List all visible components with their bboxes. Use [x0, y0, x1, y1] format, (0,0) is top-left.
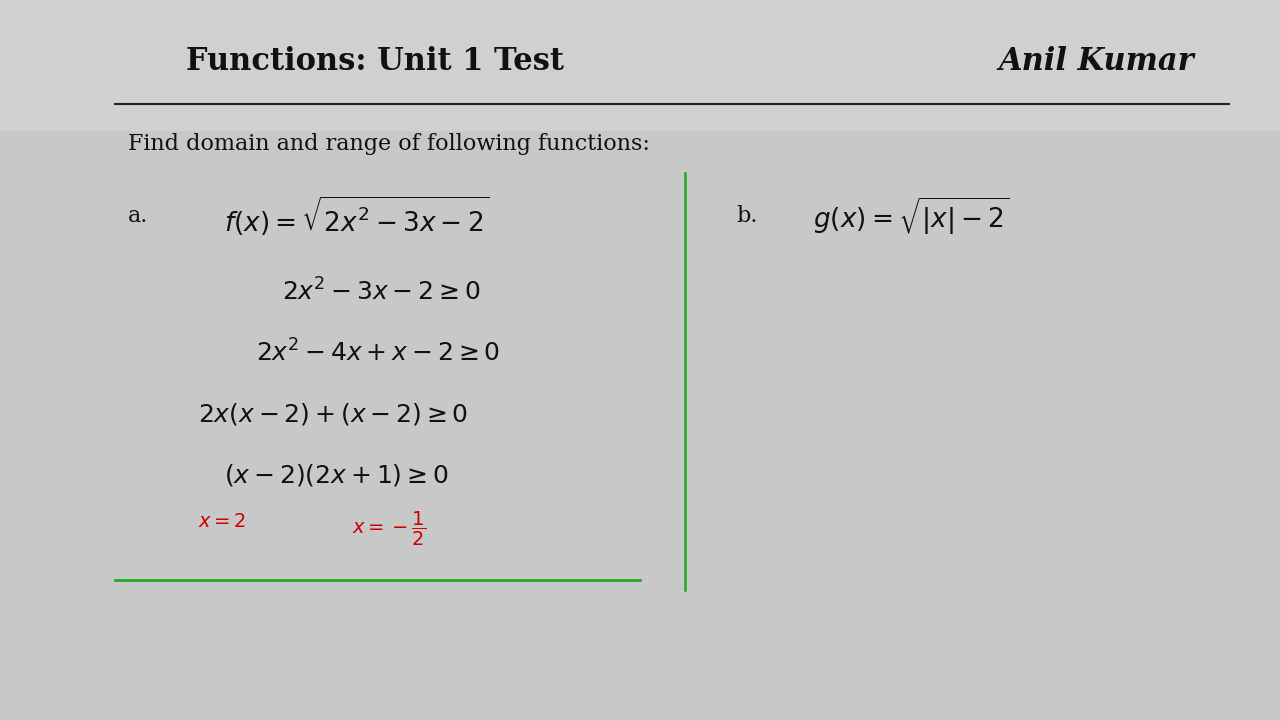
Text: Find domain and range of following functions:: Find domain and range of following funct… [128, 133, 650, 155]
Text: $x = -\dfrac{1}{2}$: $x = -\dfrac{1}{2}$ [352, 510, 426, 548]
Bar [0, 0, 1280, 130]
Text: Anil Kumar: Anil Kumar [998, 45, 1194, 77]
Text: b.: b. [736, 205, 758, 227]
Text: a.: a. [128, 205, 148, 227]
Text: $2x^2 - 4x + x - 2 \geq 0$: $2x^2 - 4x + x - 2 \geq 0$ [256, 339, 500, 366]
Text: $2x^2 - 3x - 2 \geq 0$: $2x^2 - 3x - 2 \geq 0$ [282, 278, 480, 305]
Text: $(x-2)(2x+1) \geq 0$: $(x-2)(2x+1) \geq 0$ [224, 462, 448, 488]
Text: $g(x) = \sqrt{|x| - 2}$: $g(x) = \sqrt{|x| - 2}$ [813, 195, 1010, 237]
Text: $2x(x-2) + (x-2) \geq 0$: $2x(x-2) + (x-2) \geq 0$ [198, 401, 468, 427]
Text: $x = 2$: $x = 2$ [198, 513, 247, 531]
Text: Functions: Unit 1 Test: Functions: Unit 1 Test [186, 45, 563, 77]
Text: $f(x) = \sqrt{2x^2 - 3x - 2}$: $f(x) = \sqrt{2x^2 - 3x - 2}$ [224, 194, 489, 238]
